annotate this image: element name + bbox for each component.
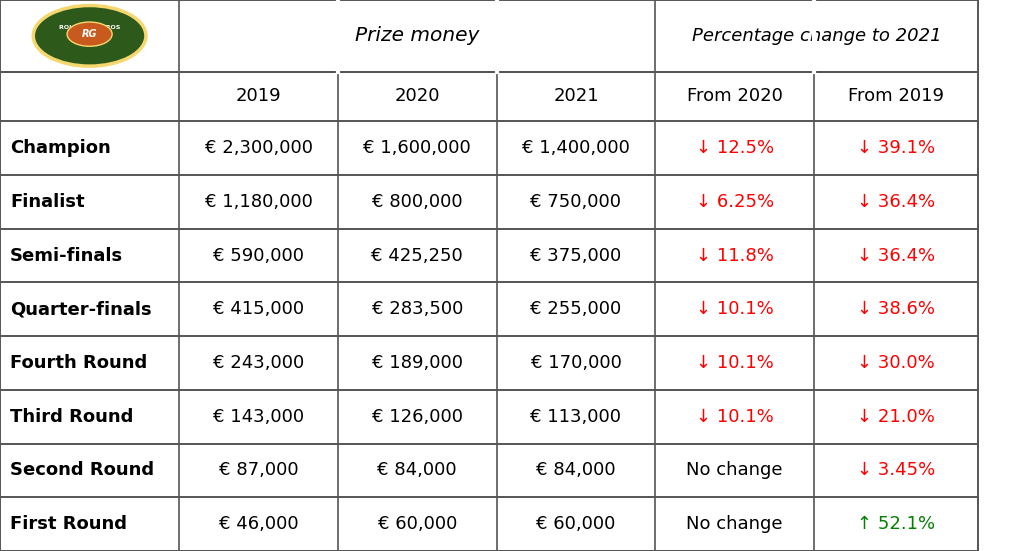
Text: € 1,600,000: € 1,600,000 bbox=[364, 139, 471, 157]
Text: € 60,000: € 60,000 bbox=[537, 515, 615, 533]
Text: € 2,300,000: € 2,300,000 bbox=[205, 139, 312, 157]
Text: No change: No change bbox=[686, 461, 783, 479]
Text: Third Round: Third Round bbox=[10, 408, 133, 426]
Text: € 1,180,000: € 1,180,000 bbox=[205, 193, 312, 211]
Text: € 189,000: € 189,000 bbox=[372, 354, 463, 372]
Text: € 750,000: € 750,000 bbox=[530, 193, 622, 211]
Text: € 243,000: € 243,000 bbox=[213, 354, 304, 372]
Circle shape bbox=[33, 6, 145, 66]
Text: € 87,000: € 87,000 bbox=[219, 461, 298, 479]
Text: Prize money: Prize money bbox=[355, 26, 479, 45]
Text: Fourth Round: Fourth Round bbox=[10, 354, 147, 372]
Text: 2019: 2019 bbox=[236, 88, 282, 105]
Text: ↓ 3.45%: ↓ 3.45% bbox=[857, 461, 935, 479]
Text: ↓ 38.6%: ↓ 38.6% bbox=[857, 300, 935, 318]
Text: € 255,000: € 255,000 bbox=[530, 300, 622, 318]
Text: PARIS: PARIS bbox=[79, 36, 100, 41]
Text: ↓ 6.25%: ↓ 6.25% bbox=[695, 193, 774, 211]
Text: Finalist: Finalist bbox=[10, 193, 85, 211]
Text: Second Round: Second Round bbox=[10, 461, 155, 479]
Text: RG: RG bbox=[82, 29, 97, 39]
Text: € 60,000: € 60,000 bbox=[378, 515, 457, 533]
Text: Semi-finals: Semi-finals bbox=[10, 246, 123, 264]
Text: First Round: First Round bbox=[10, 515, 127, 533]
Circle shape bbox=[68, 22, 112, 46]
Text: ↓ 11.8%: ↓ 11.8% bbox=[695, 246, 774, 264]
Text: € 126,000: € 126,000 bbox=[372, 408, 463, 426]
Text: ↓ 36.4%: ↓ 36.4% bbox=[857, 193, 935, 211]
Text: € 800,000: € 800,000 bbox=[372, 193, 463, 211]
Text: ↓ 39.1%: ↓ 39.1% bbox=[857, 139, 935, 157]
Text: ↓ 12.5%: ↓ 12.5% bbox=[695, 139, 774, 157]
Text: ROLAND GARROS: ROLAND GARROS bbox=[59, 25, 120, 30]
Text: From 2019: From 2019 bbox=[848, 88, 944, 105]
Text: € 1,400,000: € 1,400,000 bbox=[522, 139, 630, 157]
Text: ↑ 52.1%: ↑ 52.1% bbox=[857, 515, 935, 533]
Text: € 143,000: € 143,000 bbox=[213, 408, 304, 426]
Text: ↓ 21.0%: ↓ 21.0% bbox=[857, 408, 935, 426]
Text: Champion: Champion bbox=[10, 139, 111, 157]
Text: € 375,000: € 375,000 bbox=[530, 246, 622, 264]
Text: ↓ 10.1%: ↓ 10.1% bbox=[696, 300, 773, 318]
Text: ↓ 10.1%: ↓ 10.1% bbox=[696, 408, 773, 426]
Text: € 415,000: € 415,000 bbox=[213, 300, 304, 318]
Text: € 283,500: € 283,500 bbox=[372, 300, 463, 318]
Text: € 170,000: € 170,000 bbox=[530, 354, 622, 372]
Text: € 84,000: € 84,000 bbox=[537, 461, 615, 479]
Text: € 425,250: € 425,250 bbox=[372, 246, 463, 264]
Text: Percentage change to 2021: Percentage change to 2021 bbox=[692, 27, 941, 45]
Text: € 113,000: € 113,000 bbox=[530, 408, 622, 426]
Text: 2020: 2020 bbox=[394, 88, 440, 105]
Text: ↓ 30.0%: ↓ 30.0% bbox=[857, 354, 935, 372]
Text: ↓ 10.1%: ↓ 10.1% bbox=[696, 354, 773, 372]
Text: No change: No change bbox=[686, 515, 783, 533]
Text: 2021: 2021 bbox=[553, 88, 599, 105]
Text: € 84,000: € 84,000 bbox=[378, 461, 457, 479]
Text: ↓ 36.4%: ↓ 36.4% bbox=[857, 246, 935, 264]
Text: Quarter-finals: Quarter-finals bbox=[10, 300, 152, 318]
Text: € 590,000: € 590,000 bbox=[213, 246, 304, 264]
Text: From 2020: From 2020 bbox=[687, 88, 782, 105]
Text: € 46,000: € 46,000 bbox=[219, 515, 298, 533]
